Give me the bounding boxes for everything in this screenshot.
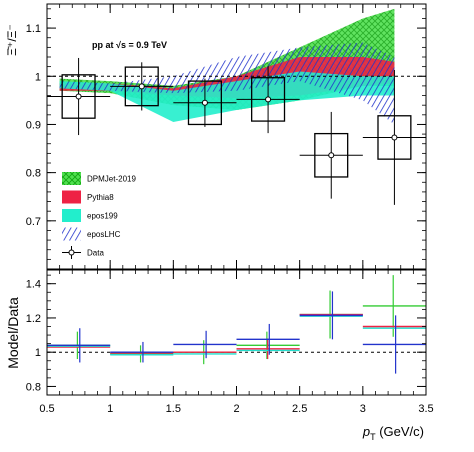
x-tick-label: 1 [107,403,113,415]
x-tick-label: 0.5 [39,403,54,415]
x-tick-label: 2 [233,403,239,415]
model-bands [59,8,395,125]
legend-label-epos199: epos199 [87,212,118,221]
bottom-y-ticks: 0.8 1 1.2 1.4 [26,274,426,396]
bottom-frame [46,269,427,396]
y-tick-label: 1.1 [26,23,41,35]
legend-swatch-dpmjet-2019 [62,172,81,185]
x-tick-label: 3 [360,403,366,415]
data-point [138,83,145,90]
top-x-ticks [46,4,427,269]
data-point [265,96,272,103]
legend-label-dpmjet-2019: DPMJet-2019 [87,175,136,184]
data-point [391,134,398,141]
x-axis-label: pT (GeV/c) [362,424,424,442]
legend-swatch-pythia8 [62,190,81,204]
x-tick-label: 1.5 [166,403,181,415]
top-y-ticks: 0.7 0.8 0.9 1 1.1 [26,8,426,270]
bottom-x-ticks: 0.5 1 1.5 2 2.5 3 3.5 [39,270,434,415]
bottom-panel: 0.8 1 1.2 1.4 0.5 1 1.5 2 2.5 3 3.5 Model/Data [5,269,434,415]
legend-label-pythia8: Pythia8 [87,193,114,202]
y-tick-label: 0.8 [26,168,41,180]
x-tick-label: 2.5 [292,403,307,415]
data-point [201,99,208,106]
top-panel: 0.70.80.911.1 pp at √s = 0.9 TeV Ξ̄⁺/Ξ⁻ … [5,3,427,270]
band-eposlhc [59,42,395,125]
bottom-y-axis-label: Model/Data [5,297,21,369]
x-tick-label: 3.5 [418,403,433,415]
legend-swatch-epos199 [62,209,81,222]
energy-annotation: pp at √s = 0.9 TeV [92,40,167,50]
top-y-axis-label: Ξ̄⁺/Ξ⁻ [5,24,19,56]
legend: DPMJet-2019 Pythia8 epos199 eposLHC Data [62,172,136,259]
legend-marker-point [68,249,75,256]
y-tick-label: 1.4 [26,279,41,291]
data-points [47,57,426,205]
legend-swatch-eposlhc [62,227,81,241]
legend-label-eposlhc: eposLHC [87,230,121,239]
ratio-series [47,275,426,374]
data-point [328,152,335,159]
legend-label-data: Data [87,249,104,258]
y-tick-label: 1 [35,71,41,83]
data-point [75,93,82,100]
y-tick-label: 0.7 [26,216,41,228]
y-tick-label: 0.8 [26,381,41,393]
y-tick-label: 1 [35,347,41,359]
y-tick-label: 1.2 [26,313,41,325]
y-tick-label: 0.9 [26,119,41,131]
